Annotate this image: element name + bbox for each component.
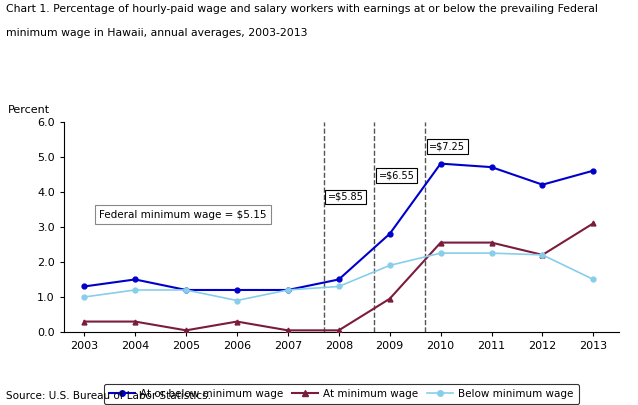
Text: Percent: Percent: [8, 105, 50, 115]
Text: =$7.25: =$7.25: [429, 141, 466, 151]
Text: Federal minimum wage = $5.15: Federal minimum wage = $5.15: [100, 209, 267, 220]
Text: minimum wage in Hawaii, annual averages, 2003-2013: minimum wage in Hawaii, annual averages,…: [6, 28, 308, 38]
Text: Chart 1. Percentage of hourly-paid wage and salary workers with earnings at or b: Chart 1. Percentage of hourly-paid wage …: [6, 4, 598, 14]
Text: =$6.55: =$6.55: [378, 171, 414, 181]
Legend: At or below minimum wage, At minimum wage, Below minimum wage: At or below minimum wage, At minimum wag…: [104, 384, 579, 404]
Text: Source: U.S. Bureau of Labor Statistics.: Source: U.S. Bureau of Labor Statistics.: [6, 391, 211, 401]
Text: =$5.85: =$5.85: [327, 192, 364, 202]
